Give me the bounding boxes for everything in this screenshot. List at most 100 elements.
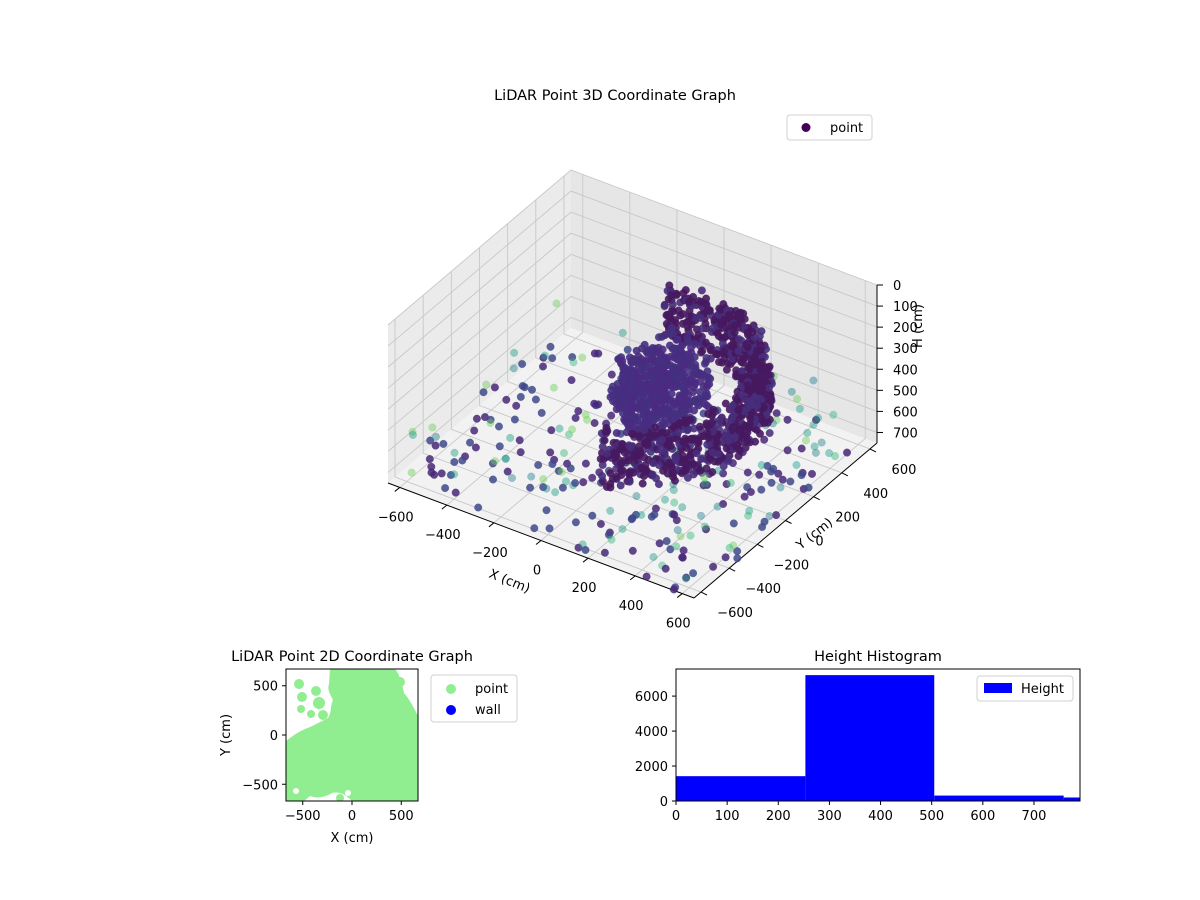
point-3d	[726, 478, 735, 487]
x-tick-3d	[582, 557, 589, 563]
point-3d	[501, 454, 510, 463]
point-3d	[689, 569, 698, 578]
point-3d	[702, 480, 712, 490]
point-3d	[618, 328, 627, 337]
y-tick-3d	[700, 591, 708, 596]
point-3d	[531, 395, 540, 404]
x-tick-3d	[441, 504, 448, 510]
point-3d	[655, 374, 664, 383]
gridline-z	[387, 190, 878, 347]
legend-marker-wall-2d	[446, 705, 456, 715]
point-3d	[634, 375, 643, 384]
point-3d	[707, 418, 716, 427]
point-3d	[450, 457, 459, 467]
point-3d	[594, 349, 603, 358]
x-tick-label-hist: 0	[672, 809, 680, 824]
point-3d	[670, 498, 679, 507]
x-tick-label-hist: 600	[970, 809, 995, 824]
point-3d	[729, 541, 738, 550]
point-3d	[740, 492, 749, 501]
point-cluster-2d	[297, 705, 305, 713]
point-3d	[647, 355, 656, 364]
point-cluster-2d	[395, 677, 405, 687]
y-tick-3d	[813, 496, 820, 501]
point-3d	[488, 475, 498, 484]
point-3d	[654, 480, 663, 489]
x-tick-label-hist: 500	[919, 809, 944, 824]
point-3d	[697, 286, 706, 295]
x-tick-label-hist: 200	[766, 809, 791, 824]
x-tick-label-hist: 300	[817, 809, 842, 824]
point-3d	[713, 502, 722, 511]
point-3d	[678, 319, 687, 328]
point-3d	[700, 473, 709, 482]
y-tick-3d	[728, 567, 736, 572]
point-3d	[722, 480, 731, 489]
point-3d	[813, 413, 823, 423]
point-3d	[628, 546, 637, 555]
chart-title-hist: Height Histogram	[814, 649, 942, 665]
point-3d	[538, 362, 548, 371]
point-3d	[698, 324, 707, 333]
point-3d	[809, 420, 818, 429]
point-3d	[667, 389, 676, 398]
point-3d	[721, 553, 730, 562]
point-3d	[548, 459, 557, 469]
point-3d	[594, 400, 603, 409]
point-3d	[666, 545, 675, 554]
point-3d	[510, 348, 519, 357]
point-3d	[588, 511, 597, 520]
point-3d	[486, 418, 495, 427]
x-tick-3d	[676, 593, 683, 598]
point-3d	[583, 415, 592, 424]
point-3d	[658, 435, 667, 444]
point-3d	[527, 385, 537, 394]
point-3d	[581, 459, 590, 468]
point-3d	[704, 434, 713, 443]
legend-marker-point-2d	[446, 684, 456, 694]
point-3d	[612, 428, 621, 438]
point-3d	[408, 430, 417, 439]
z-tick-label-3d: 700	[893, 426, 918, 441]
point-3d	[757, 485, 766, 494]
point-3d	[465, 438, 475, 447]
point-3d	[539, 483, 548, 492]
point-3d	[678, 503, 687, 512]
point-3d	[657, 445, 666, 454]
point-3d	[578, 353, 587, 362]
point-3d	[549, 383, 558, 392]
point-3d	[682, 573, 691, 582]
point-cluster-2d	[313, 697, 325, 709]
point-3d	[428, 423, 437, 432]
point-3d	[555, 424, 564, 433]
point-3d	[797, 444, 806, 453]
histogram-bar	[1063, 797, 1080, 801]
point-3d	[705, 306, 714, 315]
point-3d	[588, 473, 597, 482]
point-3d	[598, 471, 607, 481]
scatter-2d-panel: LiDAR Point 2D Coordinate Graph −500 0 500…	[219, 649, 518, 846]
point-3d	[607, 535, 616, 544]
gridline-z	[387, 253, 878, 410]
gridline-z	[387, 316, 878, 473]
point-3d	[766, 391, 775, 400]
z-tick-label-3d: 500	[893, 384, 918, 399]
point-3d	[660, 302, 669, 311]
point-3d	[616, 459, 625, 468]
point-3d	[668, 469, 678, 478]
point-3d	[736, 426, 745, 435]
point-3d	[734, 347, 743, 356]
point-3d	[567, 376, 576, 385]
point-3d	[764, 383, 774, 392]
x-tick-label-2d: 0	[348, 809, 356, 824]
point-3d	[641, 401, 650, 410]
point-3d	[774, 469, 783, 478]
point-3d	[722, 444, 731, 453]
y-tick-label-3d: −600	[717, 606, 753, 621]
point-3d	[763, 461, 772, 470]
point-3d	[733, 554, 742, 563]
point-3d	[793, 394, 802, 403]
legend-label-point-2d: point	[475, 682, 508, 697]
point-3d	[757, 460, 766, 470]
point-3d	[650, 510, 659, 519]
